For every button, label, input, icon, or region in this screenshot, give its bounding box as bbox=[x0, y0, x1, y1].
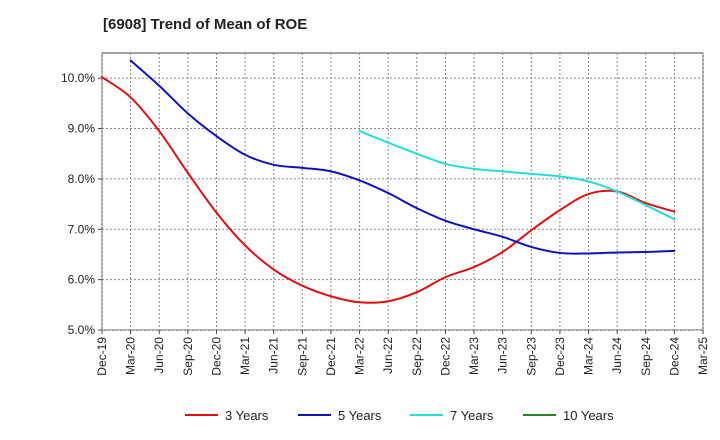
x-tick-label: Mar-23 bbox=[467, 337, 481, 375]
series-lines bbox=[101, 59, 676, 304]
y-axis: 5.0% 6.0% 7.0% 8.0% 9.0% 10.0% bbox=[61, 71, 102, 337]
y-tick-label: 9.0% bbox=[68, 122, 96, 136]
x-tick-label: Dec-22 bbox=[438, 337, 452, 376]
y-tick-label: 6.0% bbox=[68, 273, 96, 287]
x-tick-label: Mar-22 bbox=[353, 337, 367, 375]
x-tick-label: Mar-21 bbox=[238, 337, 252, 375]
chart-title: [6908] Trend of Mean of ROE bbox=[103, 16, 307, 33]
series-line-3 bbox=[358, 130, 676, 221]
grid-lines bbox=[101, 53, 704, 331]
legend-label: 3 Years bbox=[225, 408, 269, 423]
x-tick-label: Mar-25 bbox=[696, 337, 710, 375]
y-tick-label: 8.0% bbox=[68, 172, 96, 186]
x-tick-label: Sep-23 bbox=[524, 337, 538, 376]
legend: 3 Years 5 Years 7 Years 10 Years bbox=[185, 408, 614, 423]
x-tick-label: Dec-19 bbox=[95, 337, 109, 376]
x-tick-label: Sep-22 bbox=[410, 337, 424, 376]
x-tick-label: Dec-24 bbox=[667, 337, 681, 376]
x-tick-label: Jun-21 bbox=[267, 337, 281, 374]
y-tick-label: 5.0% bbox=[68, 323, 96, 337]
x-tick-label: Jun-24 bbox=[610, 337, 624, 374]
x-tick-label: Jun-22 bbox=[381, 337, 395, 374]
x-tick-label: Sep-24 bbox=[639, 337, 653, 376]
x-tick-label: Mar-20 bbox=[124, 337, 138, 375]
x-tick-label: Mar-24 bbox=[582, 337, 596, 375]
x-tick-label: Jun-23 bbox=[496, 337, 510, 374]
x-tick-label: Jun-20 bbox=[152, 337, 166, 374]
x-tick-label: Dec-21 bbox=[324, 337, 338, 376]
legend-label: 10 Years bbox=[563, 408, 614, 423]
x-tick-label: Dec-23 bbox=[553, 337, 567, 376]
x-tick-label: Sep-20 bbox=[181, 337, 195, 376]
series-line-2 bbox=[129, 59, 676, 255]
legend-label: 5 Years bbox=[338, 408, 382, 423]
series-line-1 bbox=[101, 76, 676, 304]
legend-label: 7 Years bbox=[450, 408, 494, 423]
y-tick-label: 10.0% bbox=[61, 71, 95, 85]
y-tick-label: 7.0% bbox=[68, 222, 96, 236]
x-axis: Dec-19 Mar-20 Jun-20 Sep-20 Dec-20 Mar-21 Jun-… bbox=[95, 330, 710, 376]
x-tick-label: Dec-20 bbox=[209, 337, 223, 376]
x-tick-label: Sep-21 bbox=[295, 337, 309, 376]
